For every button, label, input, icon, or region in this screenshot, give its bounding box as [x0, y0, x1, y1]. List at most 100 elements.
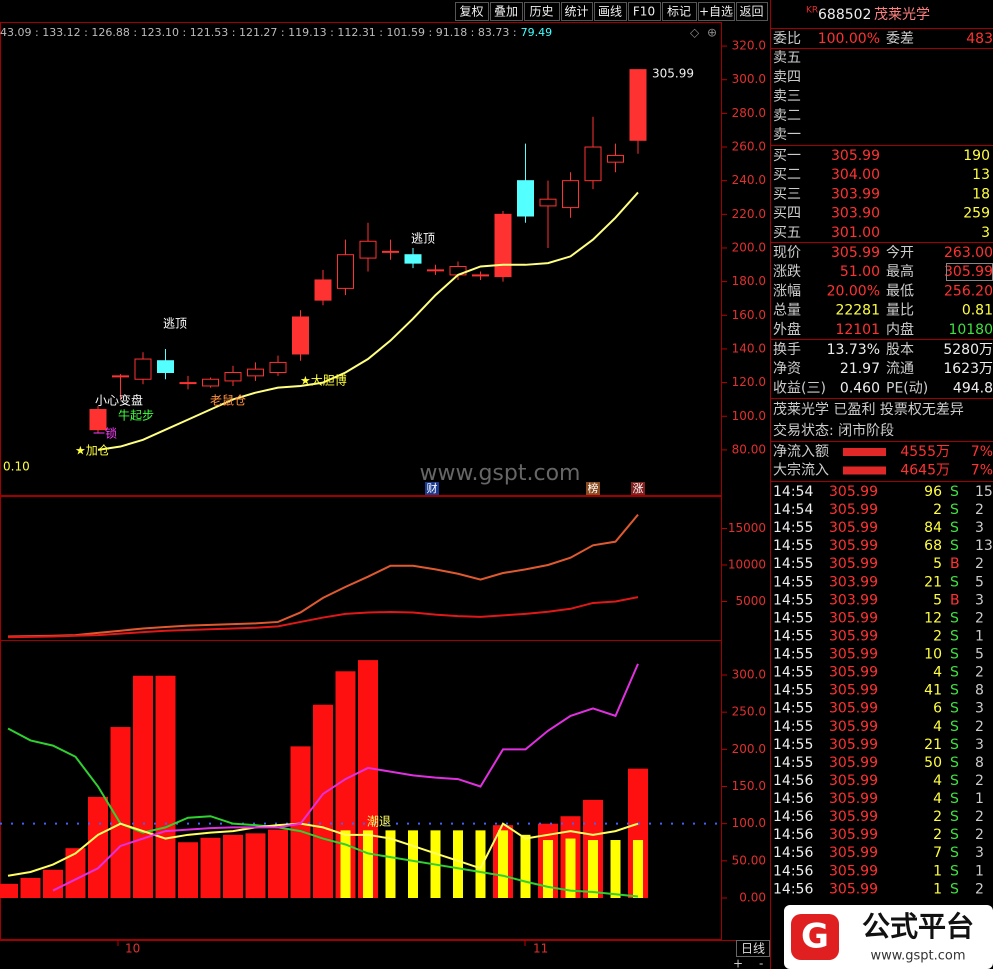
quote-text: 304.00: [831, 167, 880, 183]
icon-circle[interactable]: ⊕: [707, 26, 717, 40]
quote-text: 688502: [818, 7, 871, 23]
annotation: 牛起步: [118, 408, 154, 423]
vol-panel-frame: [0, 640, 722, 940]
event-marker: 涨: [633, 482, 644, 495]
event-marker: 榜: [588, 481, 599, 495]
quote-text: 305.99: [829, 809, 878, 825]
quote-text: 14:56: [773, 827, 813, 843]
toolbar-button-label[interactable]: 叠加: [494, 5, 518, 19]
quote-text: 5: [975, 647, 984, 663]
quote-text: 13.73%: [827, 342, 880, 358]
y-tick-label: 260.0: [732, 140, 766, 154]
quote-text: 4555万: [900, 444, 950, 460]
quote-text: 1: [975, 628, 984, 644]
quote-text: 21: [924, 737, 942, 753]
quote-text: 净资: [773, 361, 801, 377]
quote-text: 303.99: [829, 574, 878, 590]
toolbar-button[interactable]: [698, 2, 735, 21]
quote-text: 委比: [773, 31, 801, 47]
toolbar-button-label[interactable]: 返回: [739, 5, 763, 19]
toolbar-button[interactable]: [628, 2, 661, 21]
yellow-bar: [498, 830, 508, 899]
toolbar-button-label[interactable]: +自选: [699, 5, 733, 19]
quote-text: 委差: [886, 31, 914, 47]
quote-text: 7%: [971, 444, 993, 460]
quote-text: 4: [933, 665, 942, 681]
magenta-line: [52, 663, 639, 892]
toolbar-button[interactable]: [736, 2, 768, 21]
quote-text: 5280万: [943, 342, 993, 358]
x-tick-label: 10: [125, 942, 140, 956]
quote-text: S: [950, 719, 959, 735]
red-bar: [20, 877, 41, 899]
quote-text: 305.99: [829, 719, 878, 735]
quote-text: 14:55: [773, 755, 813, 771]
quote-text: 305.99: [831, 148, 880, 164]
quote-text: 3: [975, 592, 984, 608]
zoom-in[interactable]: +: [733, 957, 743, 969]
quote-text: 卖五: [773, 50, 801, 66]
quote-text: 305.99: [829, 538, 878, 554]
yellow-bar: [520, 834, 531, 899]
quote-text: S: [950, 773, 959, 789]
toolbar-button[interactable]: [561, 2, 593, 21]
quote-text: 14:56: [773, 863, 813, 879]
watermark: www.gspt.com: [420, 461, 581, 486]
toolbar-button-label[interactable]: 复权: [459, 5, 483, 19]
quote-text: 2: [933, 827, 942, 843]
toolbar-button[interactable]: [490, 2, 523, 21]
quote-text: S: [950, 665, 959, 681]
toolbar-button-label[interactable]: F10: [633, 5, 655, 19]
y-tick-label: 200.0: [732, 742, 766, 756]
candle-body: [247, 368, 264, 377]
candle-body: [157, 360, 174, 374]
toolbar-button-label[interactable]: 历史: [529, 5, 553, 19]
quote-text: 14:54: [773, 502, 813, 518]
quote-text: 263.00: [944, 245, 993, 261]
red-bar: [268, 829, 288, 899]
toolbar-button[interactable]: [594, 2, 627, 21]
yellow-bar: [588, 840, 598, 899]
last-price-label: 305.99: [652, 67, 694, 81]
logo-icon: [791, 914, 839, 960]
toolbar-button[interactable]: [524, 2, 560, 21]
toolbar-button-label[interactable]: 画线: [598, 5, 622, 19]
ma-last: 79.49: [521, 26, 553, 39]
flow-upper-line: [7, 513, 639, 638]
quote-text: 303.99: [831, 186, 880, 202]
logo-url: www.gspt.com: [870, 949, 965, 964]
quote-text: 12: [924, 610, 942, 626]
red-bar: [43, 869, 63, 899]
yellow-bar: [543, 840, 553, 899]
toolbar-button[interactable]: [662, 2, 697, 21]
quote-text: 8: [975, 683, 984, 699]
quote-text: B: [950, 556, 960, 572]
quote-text: 买一: [773, 148, 801, 164]
zoom-out[interactable]: -: [759, 957, 763, 969]
quote-text: 外盘: [773, 321, 801, 338]
quote-text: 涨跌: [773, 264, 801, 280]
quote-text: 13: [975, 538, 993, 554]
quote-text: 305.99: [829, 845, 878, 861]
quote-text: 流通: [886, 361, 914, 377]
annotation: ★加仓: [75, 444, 110, 458]
quote-text: 3: [975, 845, 984, 861]
icon-diamond[interactable]: ◇: [690, 26, 700, 40]
toolbar-button[interactable]: [455, 2, 489, 21]
candle-body: [427, 269, 444, 272]
period-label[interactable]: 日线: [741, 942, 765, 956]
quote-text: 14:55: [773, 719, 813, 735]
yellow-bar: [453, 830, 463, 899]
quote-text: 10: [924, 647, 942, 663]
period-box[interactable]: [736, 940, 770, 957]
candle-body: [269, 361, 287, 374]
red-bar: [88, 796, 108, 899]
quote-text: 2: [975, 719, 984, 735]
quote-text: S: [950, 538, 959, 554]
toolbar-button-label[interactable]: 标记: [667, 5, 691, 19]
quote-text: 256.20: [944, 283, 993, 299]
quote-text: S: [950, 502, 959, 518]
quote-text: 14:55: [773, 683, 813, 699]
y-tick-label: 320.0: [732, 39, 766, 53]
toolbar-button-label[interactable]: 统计: [564, 5, 588, 19]
